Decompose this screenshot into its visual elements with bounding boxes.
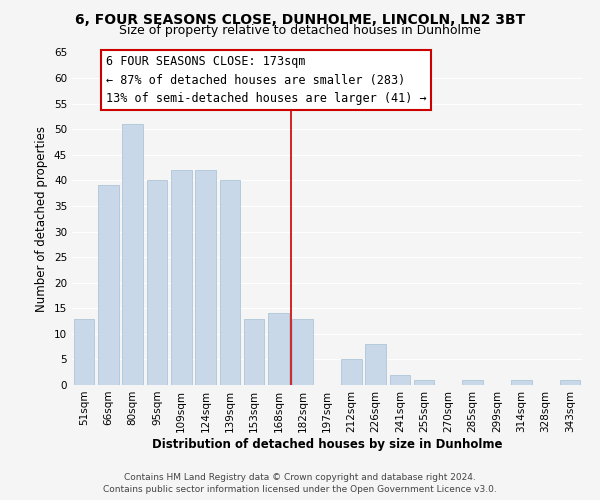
Bar	[244, 318, 265, 385]
Text: 6 FOUR SEASONS CLOSE: 173sqm
← 87% of detached houses are smaller (283)
13% of s: 6 FOUR SEASONS CLOSE: 173sqm ← 87% of de…	[106, 55, 427, 105]
Bar	[511, 380, 532, 385]
Text: Size of property relative to detached houses in Dunholme: Size of property relative to detached ho…	[119, 24, 481, 37]
Bar	[220, 180, 240, 385]
Bar	[389, 375, 410, 385]
Bar	[146, 180, 167, 385]
Y-axis label: Number of detached properties: Number of detached properties	[35, 126, 49, 312]
Bar	[463, 380, 483, 385]
Bar	[365, 344, 386, 385]
Bar	[74, 318, 94, 385]
X-axis label: Distribution of detached houses by size in Dunholme: Distribution of detached houses by size …	[152, 438, 502, 450]
Bar	[292, 318, 313, 385]
Bar	[341, 360, 362, 385]
Text: 6, FOUR SEASONS CLOSE, DUNHOLME, LINCOLN, LN2 3BT: 6, FOUR SEASONS CLOSE, DUNHOLME, LINCOLN…	[75, 12, 525, 26]
Bar	[122, 124, 143, 385]
Bar	[268, 314, 289, 385]
Bar	[171, 170, 191, 385]
Text: Contains HM Land Registry data © Crown copyright and database right 2024.
Contai: Contains HM Land Registry data © Crown c…	[103, 472, 497, 494]
Bar	[414, 380, 434, 385]
Bar	[195, 170, 216, 385]
Bar	[560, 380, 580, 385]
Bar	[98, 186, 119, 385]
